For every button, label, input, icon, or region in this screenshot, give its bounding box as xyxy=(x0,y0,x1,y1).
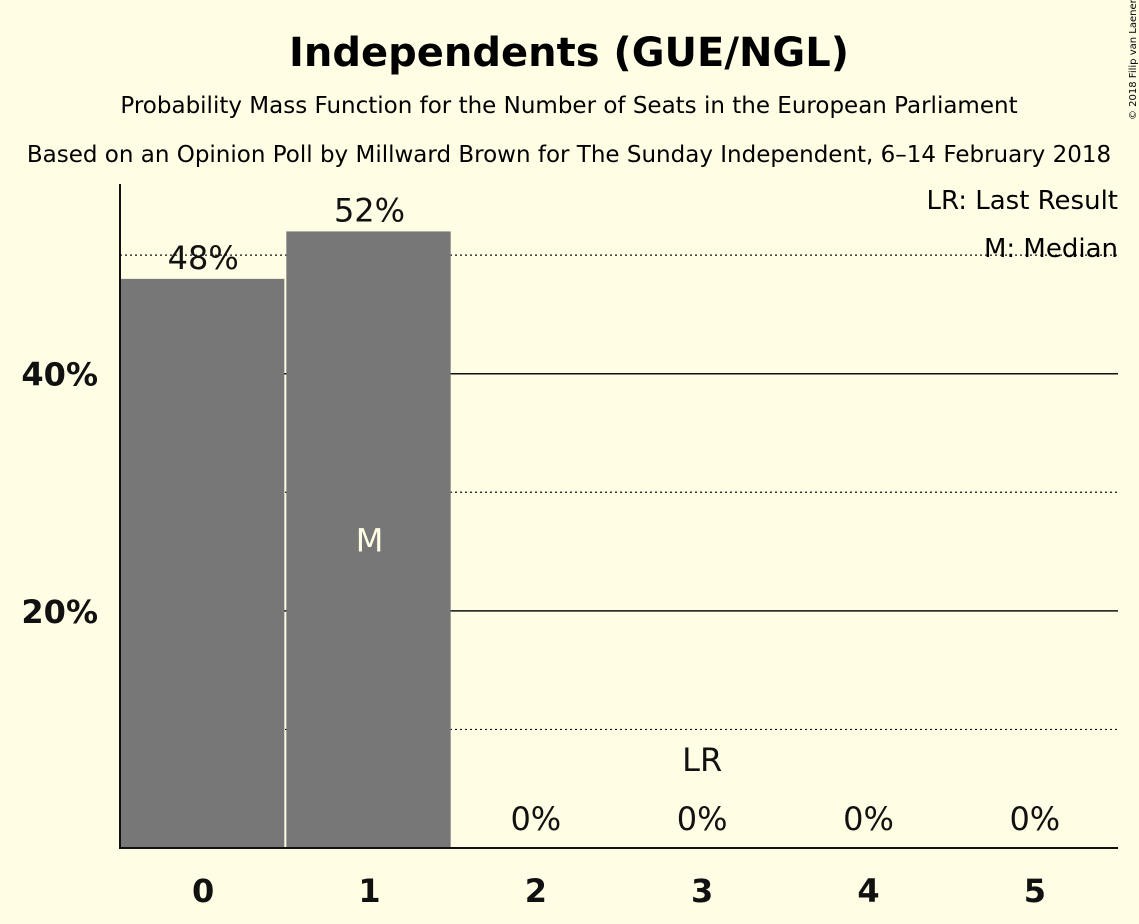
copyright-note: © 2018 Filip van Laenen xyxy=(1128,0,1139,120)
labels: 20% 40% 0 1 2 3 4 5 48% 52% 0% 0% 0% 0% M LR xyxy=(21,191,1060,910)
chart-subtitle: Probability Mass Function for the Number… xyxy=(120,93,1017,119)
legend-last-result: LR: Last Result xyxy=(926,186,1118,216)
x-tick-label: 4 xyxy=(857,872,879,910)
x-tick-label: 5 xyxy=(1024,872,1046,910)
x-tick-label: 2 xyxy=(525,872,547,910)
chart-subtitle-2: Based on an Opinion Poll by Millward Bro… xyxy=(27,142,1111,168)
last-result-marker: LR xyxy=(682,741,722,779)
bar-seat-1 xyxy=(286,231,451,848)
bar-value-label: 0% xyxy=(510,800,561,838)
chart-title: Independents (GUE/NGL) xyxy=(289,30,849,76)
x-tick-label: 1 xyxy=(358,872,380,910)
axes xyxy=(119,184,1118,849)
bar-seat-0 xyxy=(120,278,285,848)
bar-value-label: 0% xyxy=(843,800,894,838)
bar-value-label: 48% xyxy=(168,239,239,277)
median-marker: M xyxy=(356,522,384,560)
bars xyxy=(120,231,451,848)
bar-value-label: 0% xyxy=(677,800,728,838)
x-tick-label: 3 xyxy=(691,872,713,910)
x-tick-label: 0 xyxy=(192,872,214,910)
y-tick-label: 40% xyxy=(21,356,98,394)
bar-value-label: 0% xyxy=(1009,800,1060,838)
legend-median: M: Median xyxy=(984,234,1118,264)
bar-value-label: 52% xyxy=(334,191,405,229)
y-tick-label: 20% xyxy=(21,593,98,631)
